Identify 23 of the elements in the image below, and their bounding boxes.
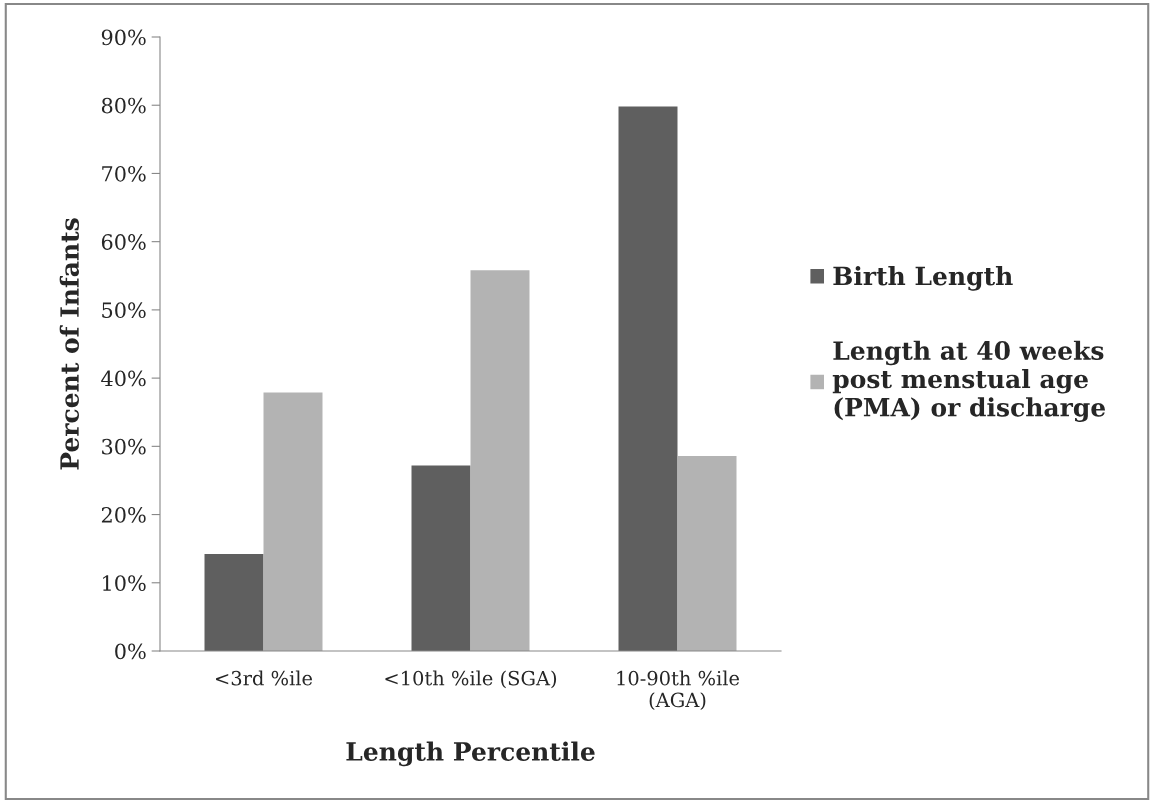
bar bbox=[618, 106, 678, 651]
y-tick-label: 20% bbox=[101, 507, 146, 523]
bar bbox=[204, 554, 264, 651]
bar bbox=[411, 465, 471, 651]
bar bbox=[677, 455, 737, 651]
y-tick-label: 50% bbox=[102, 302, 146, 319]
y-tick-label: 90% bbox=[101, 29, 146, 46]
x-axis-title: Length Percentile bbox=[346, 741, 595, 767]
bar bbox=[470, 270, 530, 651]
x-tick-label: <3rd %ile bbox=[216, 670, 313, 686]
y-axis-title: Percent of Infants bbox=[59, 218, 79, 470]
legend-label: Length at 40 weeks post menstual age (PMA) or discharge bbox=[832, 340, 1106, 422]
bar bbox=[263, 392, 323, 651]
legend-label: Birth Length bbox=[833, 266, 1013, 291]
y-tick-label: 80% bbox=[101, 97, 146, 114]
x-tick-label: 10-90th %ile (AGA) bbox=[617, 670, 740, 711]
y-tick-label: 10% bbox=[103, 575, 146, 591]
y-tick-label: 70% bbox=[102, 165, 146, 182]
x-tick-label: <10th %ile (SGA) bbox=[385, 670, 557, 689]
y-tick-label: 60% bbox=[101, 234, 146, 250]
y-tick-label: 0% bbox=[115, 643, 146, 660]
y-tick-label: 40% bbox=[101, 370, 146, 387]
y-tick-label: 30% bbox=[102, 438, 146, 455]
